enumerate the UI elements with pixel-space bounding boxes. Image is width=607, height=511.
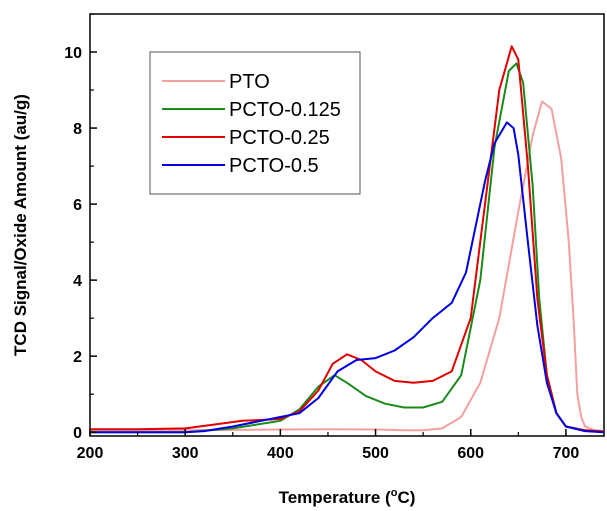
x-tick-label-4: 600: [457, 445, 484, 462]
y-tick-label-5: 10: [64, 45, 82, 62]
y-tick-label-4: 8: [73, 121, 82, 138]
y-tick-label-2: 4: [73, 273, 82, 290]
series-line-2: [90, 45, 605, 433]
y-tick-label-0: 0: [73, 425, 82, 442]
plot-frame: [89, 13, 605, 437]
series-layer: [90, 45, 605, 434]
legend: PTO PCTO-0.125 PCTO-0.25 PCTO-0.5: [149, 51, 361, 195]
legend-label-2: PCTO-0.25: [229, 127, 330, 149]
series-line-0: [90, 100, 605, 433]
x-tick-label-2: 400: [267, 445, 294, 462]
x-axis-title: Temperature (oC): [279, 487, 416, 507]
x-tick-label-5: 700: [553, 445, 580, 462]
y-tick-label-1: 2: [73, 349, 82, 366]
y-tick-label-3: 6: [73, 197, 82, 214]
legend-label-3: PCTO-0.5: [229, 155, 319, 177]
x-axis-title-main: Temperature (: [279, 488, 391, 507]
x-axis-title-degree: o: [391, 487, 398, 499]
legend-box: [149, 51, 361, 195]
x-tick-label-0: 200: [77, 445, 104, 462]
axes-layer: 200 300 400 500 600 700 0 2 4 6 8 10: [64, 13, 580, 462]
y-axis-title: TCD Signal/Oxide Amount (au/g): [11, 94, 30, 356]
legend-items: PTO PCTO-0.125 PCTO-0.25 PCTO-0.5: [162, 71, 341, 177]
legend-label-1: PCTO-0.125: [229, 99, 341, 121]
x-tick-label-3: 500: [362, 445, 389, 462]
x-tick-label-1: 300: [172, 445, 199, 462]
x-axis-title-unit: C): [397, 488, 415, 507]
series-line-3: [90, 121, 605, 434]
legend-label-0: PTO: [229, 71, 270, 93]
